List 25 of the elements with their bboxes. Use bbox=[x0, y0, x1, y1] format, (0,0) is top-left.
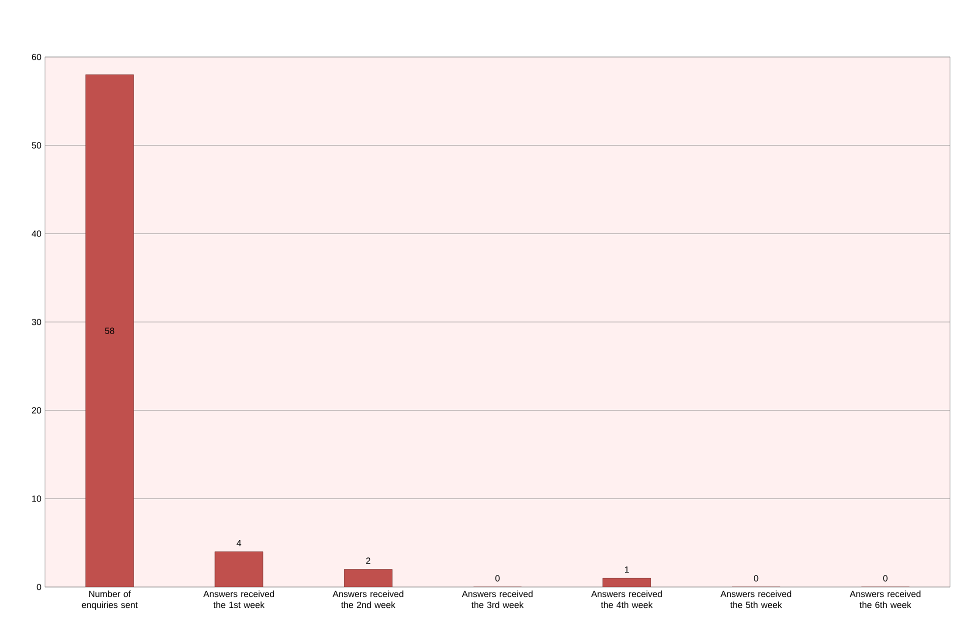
x-tick-label: Answers received the 3rd week bbox=[462, 590, 533, 608]
y-tick-label: 60 bbox=[32, 54, 42, 60]
y-tick-label: 40 bbox=[32, 230, 42, 237]
y-tick-label: 0 bbox=[36, 584, 42, 590]
y-tick-label: 20 bbox=[32, 407, 42, 414]
y-tick-label: 10 bbox=[32, 495, 42, 502]
y-tick-label: 50 bbox=[32, 142, 42, 149]
data-label: 2 bbox=[366, 558, 370, 564]
data-label: 0 bbox=[495, 575, 500, 582]
x-tick-label: Number of enquiries sent bbox=[82, 590, 138, 610]
bar bbox=[214, 551, 264, 587]
x-tick-label: Answers received the 6th week bbox=[850, 590, 920, 608]
x-tick-label: Answers received the 5th week bbox=[720, 590, 792, 608]
bar bbox=[85, 74, 134, 587]
bar bbox=[602, 578, 651, 587]
data-label: 4 bbox=[236, 540, 242, 546]
data-label: 0 bbox=[883, 575, 888, 582]
data-label: 1 bbox=[624, 566, 629, 573]
x-tick-label: Answers received the 4th week bbox=[591, 590, 662, 608]
x-tick-label: Answers received the 1st week bbox=[203, 590, 274, 608]
x-tick-label: Answers received the 2nd week bbox=[332, 590, 404, 608]
data-label: 0 bbox=[754, 575, 758, 582]
y-tick-label: 30 bbox=[32, 318, 42, 326]
data-label: 58 bbox=[105, 328, 114, 334]
bar bbox=[344, 569, 392, 587]
